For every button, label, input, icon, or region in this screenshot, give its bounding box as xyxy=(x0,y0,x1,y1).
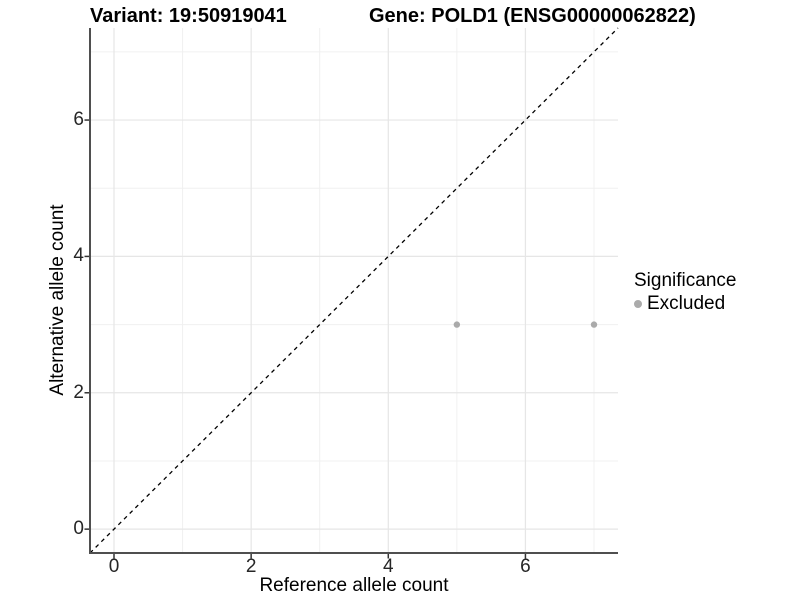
x-tick-label: 4 xyxy=(382,556,394,577)
y-axis-title: Alternative allele count xyxy=(47,204,68,396)
plot-title-gene: Gene: POLD1 (ENSG00000062822) xyxy=(369,5,696,27)
y-tick-label: 2 xyxy=(73,381,84,403)
y-tick-label: 4 xyxy=(73,245,84,267)
identity-reference-line xyxy=(89,27,619,554)
y-tick-label: 6 xyxy=(73,109,84,131)
legend-title: Significance xyxy=(634,270,737,291)
x-axis-title: Reference allele count xyxy=(259,575,449,596)
data-point xyxy=(590,321,598,328)
y-tick-label: 0 xyxy=(73,518,84,540)
legend: Significance Excluded xyxy=(634,270,736,314)
data-point xyxy=(453,321,461,328)
x-tick-label: 2 xyxy=(245,556,257,577)
legend-item-label: Excluded xyxy=(647,293,726,314)
legend-item: Excluded xyxy=(634,293,736,314)
plot-title-variant: Variant: 19:50919041 xyxy=(90,5,287,27)
x-tick-label: 6 xyxy=(520,556,531,577)
legend-item-marker-icon xyxy=(634,299,642,308)
x-tick-label: 0 xyxy=(108,556,120,577)
legend-items: Excluded xyxy=(634,293,736,314)
